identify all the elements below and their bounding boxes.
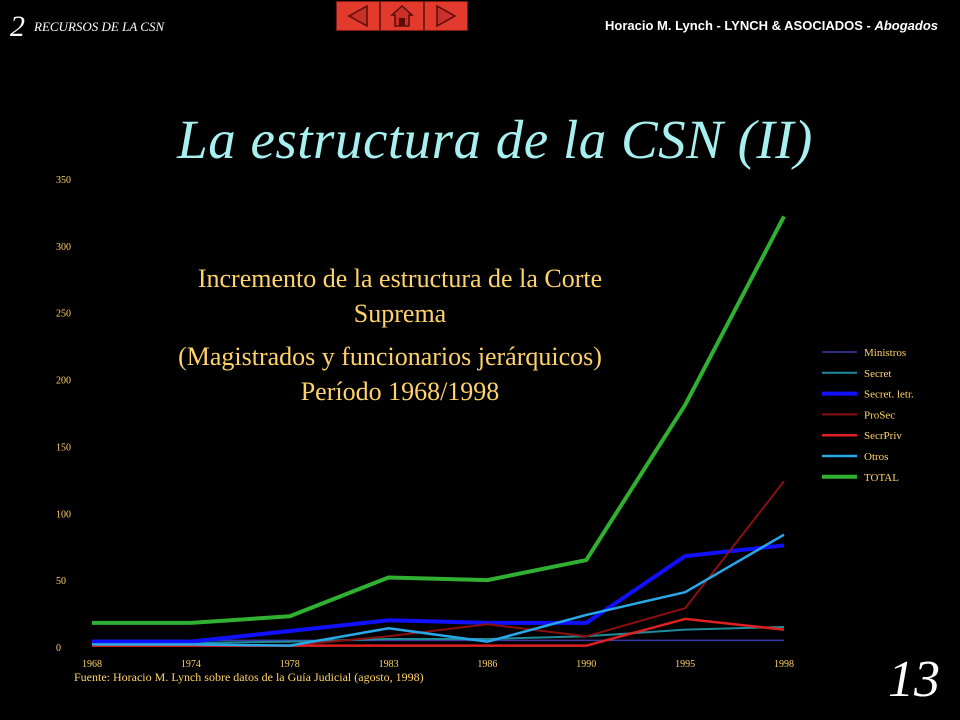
y-tick-label: 300 <box>56 242 71 253</box>
y-tick-label: 0 <box>56 643 61 654</box>
right-triangle-icon <box>436 4 457 28</box>
series-line-otros <box>92 533 785 647</box>
legend-label: TOTAL <box>864 472 899 484</box>
home-button[interactable] <box>380 1 424 31</box>
x-tick-label: 1990 <box>576 659 596 670</box>
x-tick-label: 1986 <box>477 659 497 670</box>
legend-label: Secret. letr. <box>864 389 914 401</box>
author-role: Abogados <box>874 18 938 33</box>
series-line-secret-letr- <box>92 543 785 644</box>
x-tick-label: 1998 <box>774 659 794 670</box>
chart-title-1: Incremento de la estructura de la Corte <box>197 264 603 293</box>
left-triangle-icon <box>347 4 368 28</box>
y-tick-label: 100 <box>56 509 71 520</box>
navigation-bar <box>336 1 468 31</box>
legend-label: ProSec <box>864 409 895 421</box>
y-tick-label: 250 <box>56 309 71 320</box>
legend-label: Ministros <box>864 347 906 359</box>
section-title: RECURSOS DE LA CSN <box>34 19 165 34</box>
y-tick-label: 50 <box>56 576 66 587</box>
slide-title: La estructura de la CSN (II) <box>177 109 813 170</box>
prev-slide-button[interactable] <box>336 1 380 31</box>
next-slide-button[interactable] <box>424 1 468 31</box>
legend-label: Otros <box>864 451 888 463</box>
home-icon <box>390 4 414 27</box>
y-tick-label: 350 <box>56 175 71 186</box>
x-tick-label: 1983 <box>379 659 399 670</box>
x-tick-label: 1978 <box>280 659 300 670</box>
author-line: Horacio M. Lynch - LYNCH & ASOCIADOS - A… <box>605 18 938 33</box>
section-number: 2 <box>10 10 25 43</box>
legend-label: SecrPriv <box>864 430 902 442</box>
series-line-total <box>92 215 786 625</box>
legend-label: Secret <box>864 368 891 380</box>
x-tick-label: 1995 <box>675 659 695 670</box>
chart-title-3: (Magistrados y funcionarios jerárquicos) <box>178 342 602 371</box>
chart-title-2: Suprema <box>353 299 447 328</box>
series-line-secret <box>92 625 785 644</box>
author-name: Horacio M. Lynch - LYNCH & ASOCIADOS - <box>605 18 875 33</box>
x-tick-label: 1974 <box>181 659 201 670</box>
chart-title-4: Período 1968/1998 <box>300 377 500 406</box>
chart-source-note: Fuente: Horacio M. Lynch sobre datos de … <box>74 670 424 684</box>
y-tick-label: 200 <box>56 376 71 387</box>
y-tick-label: 150 <box>56 442 71 453</box>
page-number: 13 <box>888 651 940 708</box>
x-tick-label: 1968 <box>82 659 102 670</box>
